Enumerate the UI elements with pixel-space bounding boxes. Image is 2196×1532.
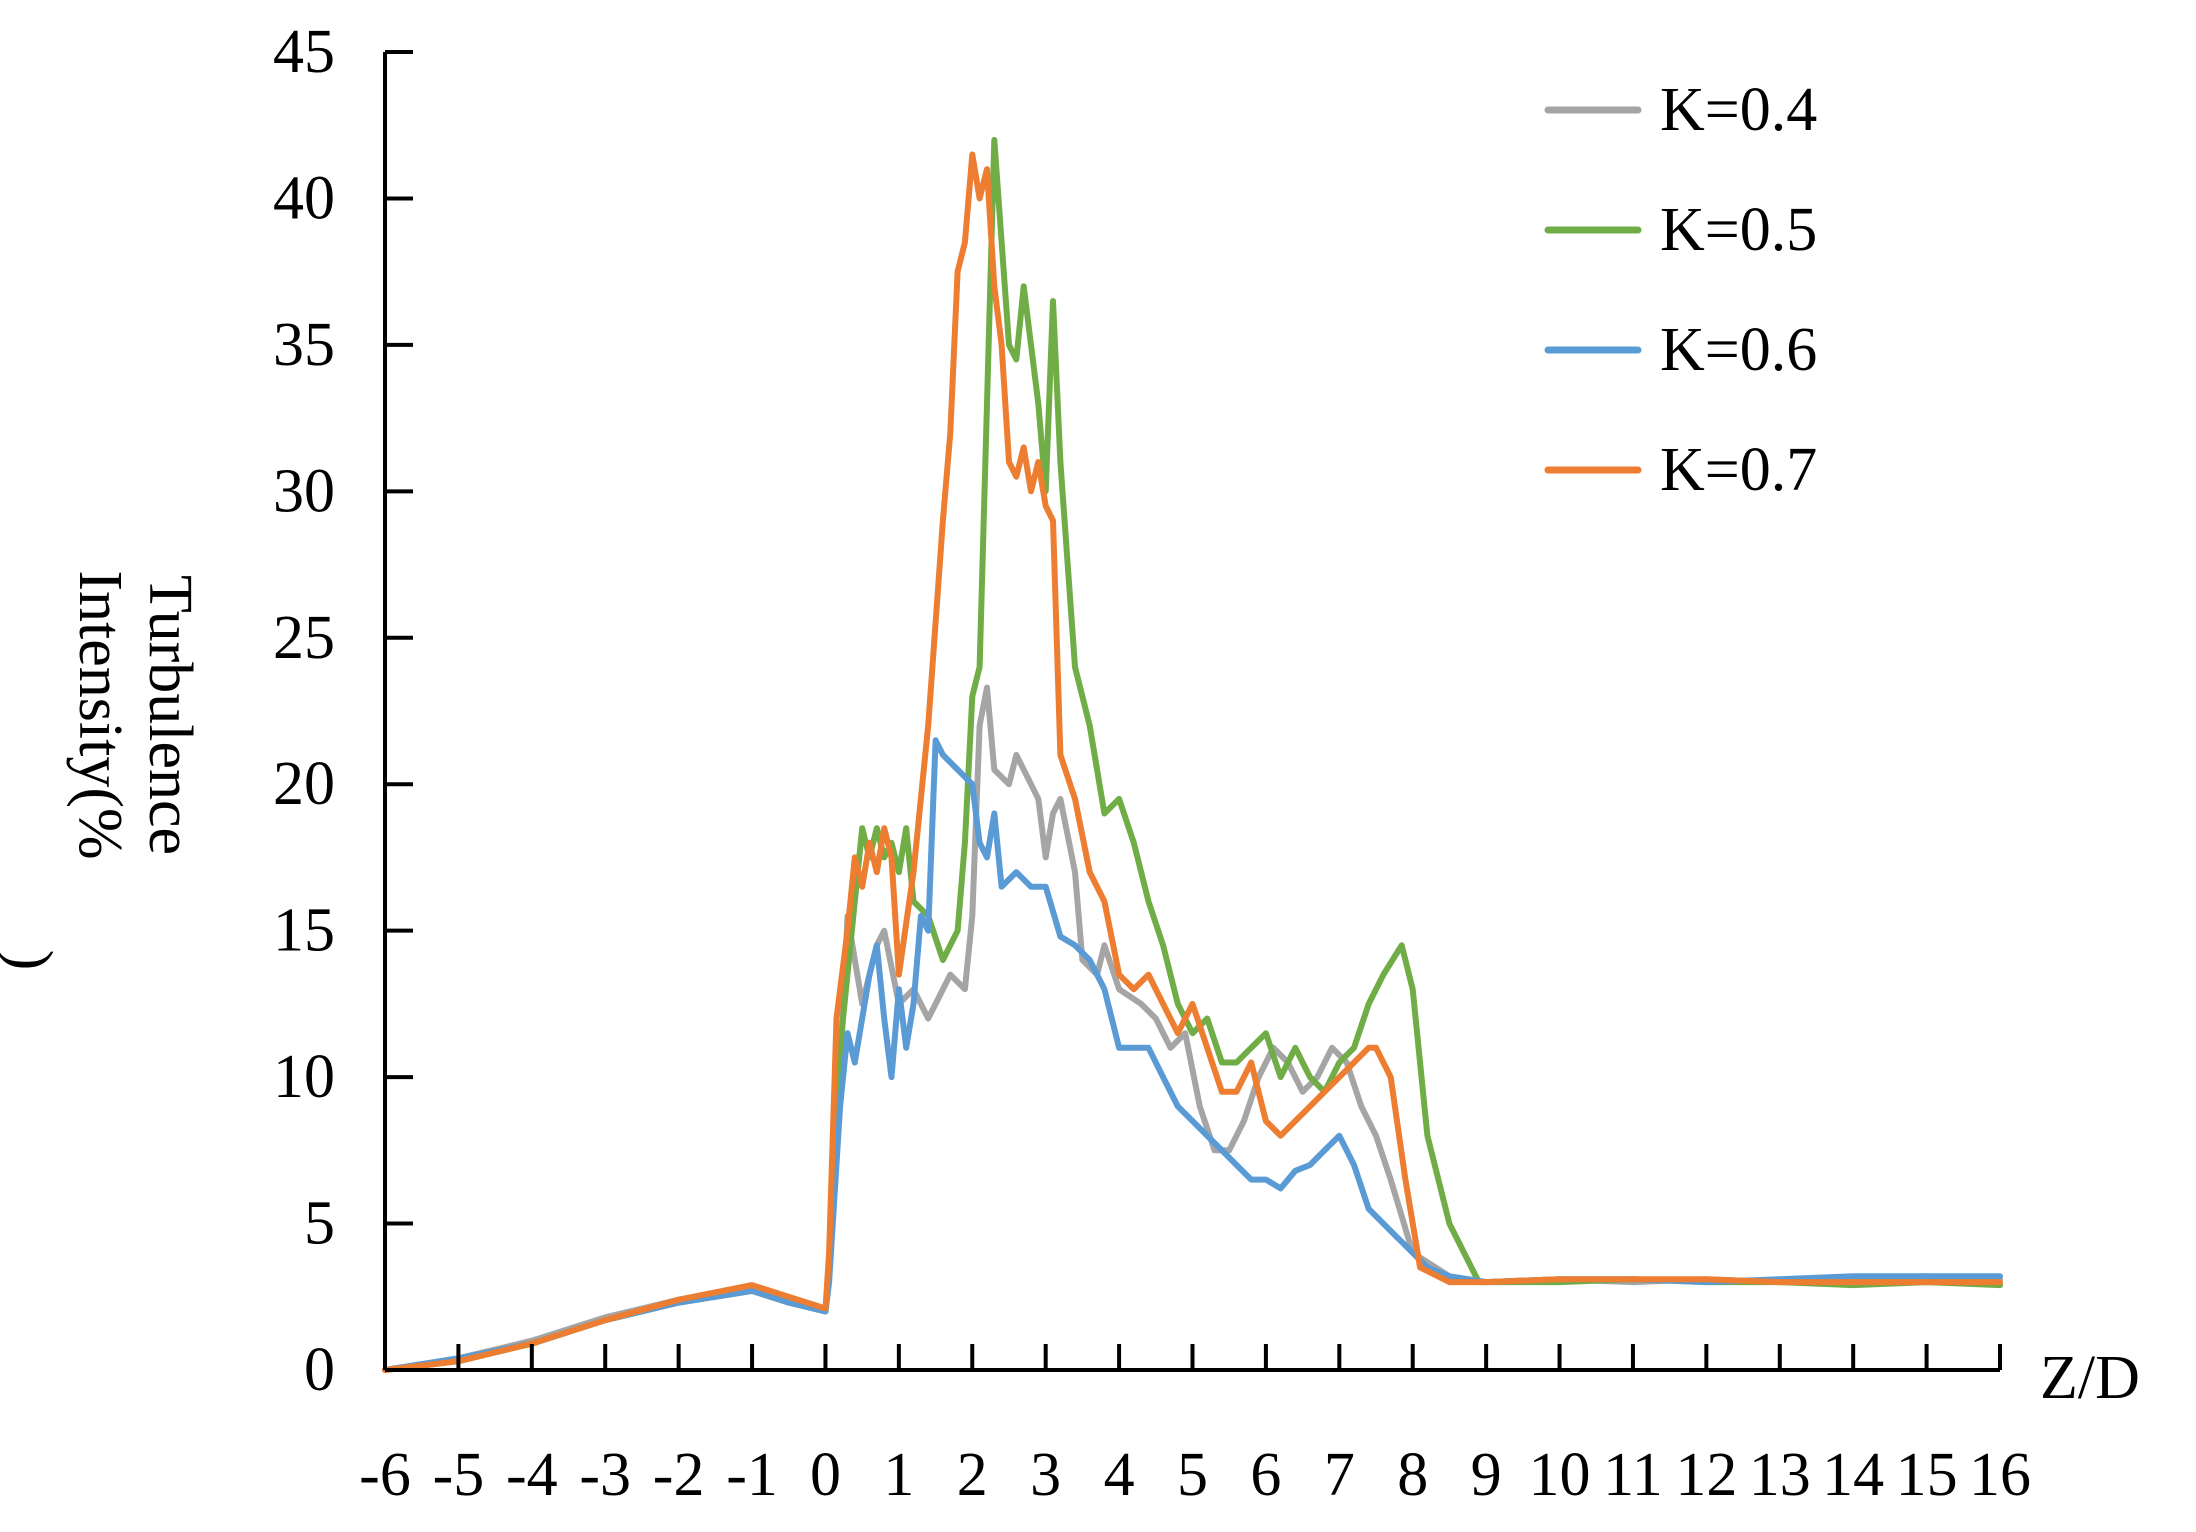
series-layer [382,136,2003,1373]
y-tick-label: 15 [273,897,335,965]
series-line-4 [382,151,2003,1373]
x-tick-label: 11 [1603,1441,1663,1509]
x-axis-ticks: -6 -5 -4 -3 -2 -1 0 1 2 3 4 5 6 7 8 9 10 11 12 13 14 15 16 [359,1344,2031,1509]
y-tick-label: 10 [273,1043,335,1111]
y-tick-label: 45 [273,18,335,86]
series-line-1 [382,684,2003,1373]
y-tick-label: 0 [304,1336,335,1404]
x-tick-label: 7 [1324,1441,1355,1509]
y-tick-label: 40 [273,164,335,232]
x-tick-label: -5 [433,1441,485,1509]
x-tick-label: 14 [1822,1441,1884,1509]
x-tick-label: -3 [579,1441,631,1509]
x-tick-label: 0 [810,1441,841,1509]
x-tick-label: -2 [653,1441,705,1509]
x-tick-label: 1 [883,1441,914,1509]
x-tick-label: -6 [359,1441,411,1509]
x-tick-label: 12 [1675,1441,1737,1509]
x-tick-label: 5 [1177,1441,1208,1509]
y-axis-title: Turbulence Intensity(% ) [0,570,204,970]
y-axis-title-line-1: Turbulence [136,575,204,855]
x-tick-label: 6 [1250,1441,1281,1509]
y-axis-title-line-3: ) [0,950,64,971]
y-tick-label: 20 [273,750,335,818]
legend-label-4: K=0.7 [1660,436,1817,504]
legend-label-2: K=0.5 [1660,196,1817,264]
x-tick-label: 16 [1969,1441,2031,1509]
series-line-2 [382,136,2003,1373]
y-tick-label: 35 [273,311,335,379]
series-line-3 [382,737,2003,1373]
x-tick-label: -1 [726,1441,778,1509]
x-axis-title: Z/D [2040,1344,2140,1412]
x-tick-label: 8 [1397,1441,1428,1509]
y-axis-title-line-2: Intensity(% [66,570,134,859]
legend-label-3: K=0.6 [1660,316,1817,384]
x-tick-label: 9 [1471,1441,1502,1509]
y-tick-label: 5 [304,1190,335,1258]
legend-label-1: K=0.4 [1660,76,1817,144]
y-tick-label: 30 [273,457,335,525]
y-axis-ticks: 0 5 10 15 20 25 30 35 40 45 [273,18,413,1404]
x-tick-label: 10 [1529,1441,1591,1509]
x-tick-label: 3 [1030,1441,1061,1509]
x-tick-label: 2 [957,1441,988,1509]
x-tick-label: 13 [1749,1441,1811,1509]
x-tick-label: 15 [1896,1441,1958,1509]
x-tick-label: -4 [506,1441,558,1509]
legend: K=0.4 K=0.5 K=0.6 K=0.7 [1544,76,1817,504]
x-tick-label: 4 [1104,1441,1135,1509]
y-tick-label: 25 [273,604,335,672]
